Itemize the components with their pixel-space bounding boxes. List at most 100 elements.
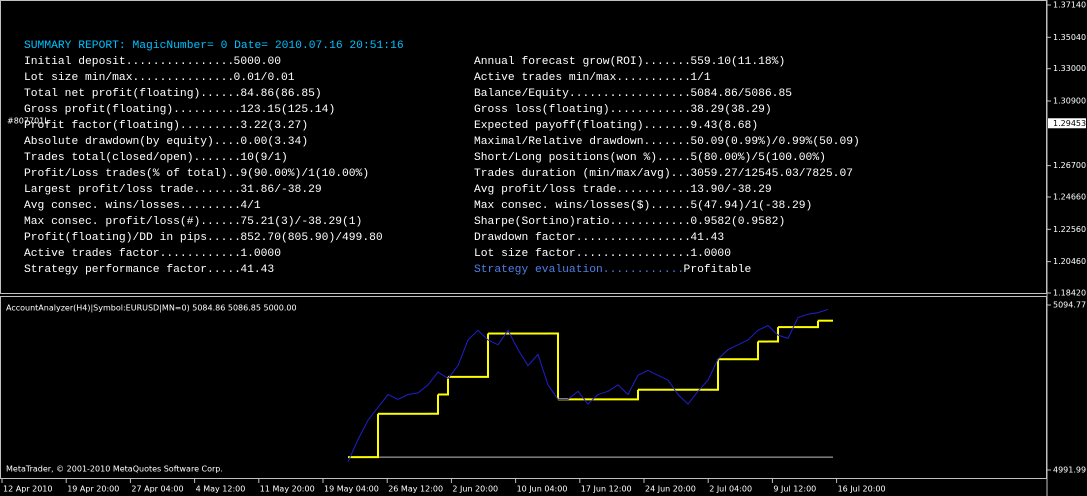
report-label: Balance/Equity.................. <box>474 88 691 100</box>
price-label: 1.22560 <box>1053 225 1086 234</box>
report-label: Trades duration (min/max/avg)... <box>474 168 691 180</box>
report-value: 38.29(38.29) <box>690 104 771 116</box>
report-label: Gross loss(floating)............ <box>474 104 691 116</box>
report-label: Profit(floating)/DD in pips..... <box>24 232 241 244</box>
report-label: Strategy evaluation............ <box>474 264 684 276</box>
price-label: 1.30900 <box>1053 97 1086 106</box>
x-tick-label: 2 Jul 04:00 <box>709 485 752 494</box>
balance-step <box>428 394 439 415</box>
x-tick-label: 11 May 20:00 <box>260 485 315 494</box>
x-tick-label: 19 Apr 20:00 <box>67 485 119 494</box>
price-label: 1.26700 <box>1053 161 1086 170</box>
x-tick-label: 4 May 12:00 <box>196 485 246 494</box>
report-label: Maximal/Relative drawdown....... <box>474 136 691 148</box>
report-label: Max consec. profit/loss(#)...... <box>24 216 241 228</box>
report-value: 9(90.00%)/1(10.00%) <box>240 168 369 180</box>
report-value: 9.43(8.68) <box>690 120 758 132</box>
report-value: 5(47.94)/1(-38.29) <box>690 200 812 212</box>
report-label: Profit factor(floating)......... <box>24 120 241 132</box>
report-value: 0.00(3.34) <box>240 136 308 148</box>
report-label: Max consec. wins/losses($)...... <box>474 200 691 212</box>
balance-step <box>708 359 719 391</box>
price-label: 1.35040 <box>1053 33 1086 42</box>
report-value: 3.22(3.27) <box>240 120 308 132</box>
price-label: 1.37140 <box>1053 1 1086 10</box>
price-label: 1.20460 <box>1053 257 1086 266</box>
report-label: Profit/Loss trades(% of total).. <box>24 168 241 180</box>
current-price: 1.29453 <box>1053 119 1086 128</box>
report-value: 5000.00 <box>234 56 282 68</box>
report-label: Annual forecast grow(ROI)....... <box>474 56 691 68</box>
report-label: Avg consec. wins/losses......... <box>24 200 241 212</box>
report-value: Profitable <box>684 264 752 276</box>
report-value: 50.09(0.99%)/0.99%(50.09) <box>690 136 859 148</box>
balance-step <box>628 389 639 401</box>
report-label: Sharpe(Sortino)ratio............ <box>474 216 691 228</box>
report-label: Short/Long positions(won %)..... <box>474 152 691 164</box>
x-tick-label: 27 Apr 04:00 <box>131 485 183 494</box>
price-label: 1.33000 <box>1053 64 1086 73</box>
report-value: 0.01/0.01 <box>234 72 295 84</box>
report-label: Absolute drawdown(by equity).... <box>24 136 241 148</box>
report-value: 13.90/-38.29 <box>690 184 771 196</box>
x-tick-label: 24 Jun 20:00 <box>645 485 696 494</box>
report-label: Largest profit/loss trade....... <box>24 184 241 196</box>
report-label: Drawdown factor................. <box>474 232 691 244</box>
report-value: 84.86(86.85) <box>240 88 321 100</box>
report-label: Total net profit(floating)...... <box>24 88 241 100</box>
indicator-title: AccountAnalyzer(H4)|Symbol:EURUSD|MN=0) … <box>6 304 297 313</box>
price-label: 1.18420 <box>1053 289 1086 298</box>
report-value: 1.0000 <box>240 248 281 260</box>
copyright: MetaTrader, © 2001-2010 MetaQuotes Softw… <box>6 465 223 474</box>
balance-step <box>478 333 489 378</box>
balance-step <box>808 320 819 329</box>
report-label: Active trades factor............ <box>24 248 241 260</box>
overlay-label: #807701L <box>7 117 49 126</box>
report-value: 75.21(3)/-38.29(1) <box>240 216 362 228</box>
report-value: 41.43 <box>690 232 724 244</box>
report-value: 3059.27/12545.03/7825.07 <box>690 168 853 180</box>
y-tick-label: 4991.99 <box>1053 466 1086 475</box>
price-label: 1.24660 <box>1053 193 1086 202</box>
report-label: Initial deposit................ <box>24 56 234 68</box>
report-value: 31.86/-38.29 <box>240 184 321 196</box>
report-label: Avg profit/loss trade........... <box>474 184 691 196</box>
report-value: 41.43 <box>240 264 274 276</box>
report-label: Lot size min/max............... <box>24 72 234 84</box>
x-tick-label: 12 Apr 2010 <box>3 485 52 494</box>
x-tick-label: 26 May 12:00 <box>388 485 443 494</box>
report-value: 852.70(805.90)/499.80 <box>240 232 383 244</box>
report-value: 1.0000 <box>690 248 731 260</box>
report-value: 559.10(11.18%) <box>690 56 785 68</box>
report-title: SUMMARY REPORT: MagicNumber= 0 Date= 201… <box>24 40 404 52</box>
balance-step <box>748 341 759 361</box>
x-tick-label: 16 Jul 20:00 <box>838 485 886 494</box>
balance-step <box>768 327 779 343</box>
current-price-box <box>1048 118 1086 129</box>
report-value: 123.15(125.14) <box>240 104 335 116</box>
indicator-panel <box>0 296 1047 479</box>
x-tick-label: 2 Jun 20:00 <box>452 485 498 494</box>
report-label: Expected payoff(floating)....... <box>474 120 691 132</box>
report-value: 0.9582(0.9582) <box>690 216 785 228</box>
report-label: Lot size factor................. <box>474 248 691 260</box>
y-tick-label: 5094.77 <box>1053 301 1086 310</box>
equity-line <box>347 308 829 463</box>
x-tick-label: 10 Jun 04:00 <box>517 485 568 494</box>
balance-step <box>368 413 379 459</box>
report-value: 10(9/1) <box>240 152 287 164</box>
report-label: Strategy performance factor..... <box>24 264 241 276</box>
report-value: 5084.86/5086.85 <box>690 88 792 100</box>
report-value: 5(80.00%)/5(100.00%) <box>690 152 826 164</box>
report-value: 4/1 <box>240 200 261 212</box>
balance-step <box>438 376 449 396</box>
x-tick-label: 17 Jun 12:00 <box>581 485 632 494</box>
report-label: Trades total(closed/open)....... <box>24 152 241 164</box>
balance-step <box>548 332 559 400</box>
report-label: Gross profit(floating).......... <box>24 104 241 116</box>
report-label: Active trades min/max........... <box>474 72 691 84</box>
x-tick-label: 19 May 04:00 <box>324 485 379 494</box>
report-value: 1/1 <box>690 72 711 84</box>
